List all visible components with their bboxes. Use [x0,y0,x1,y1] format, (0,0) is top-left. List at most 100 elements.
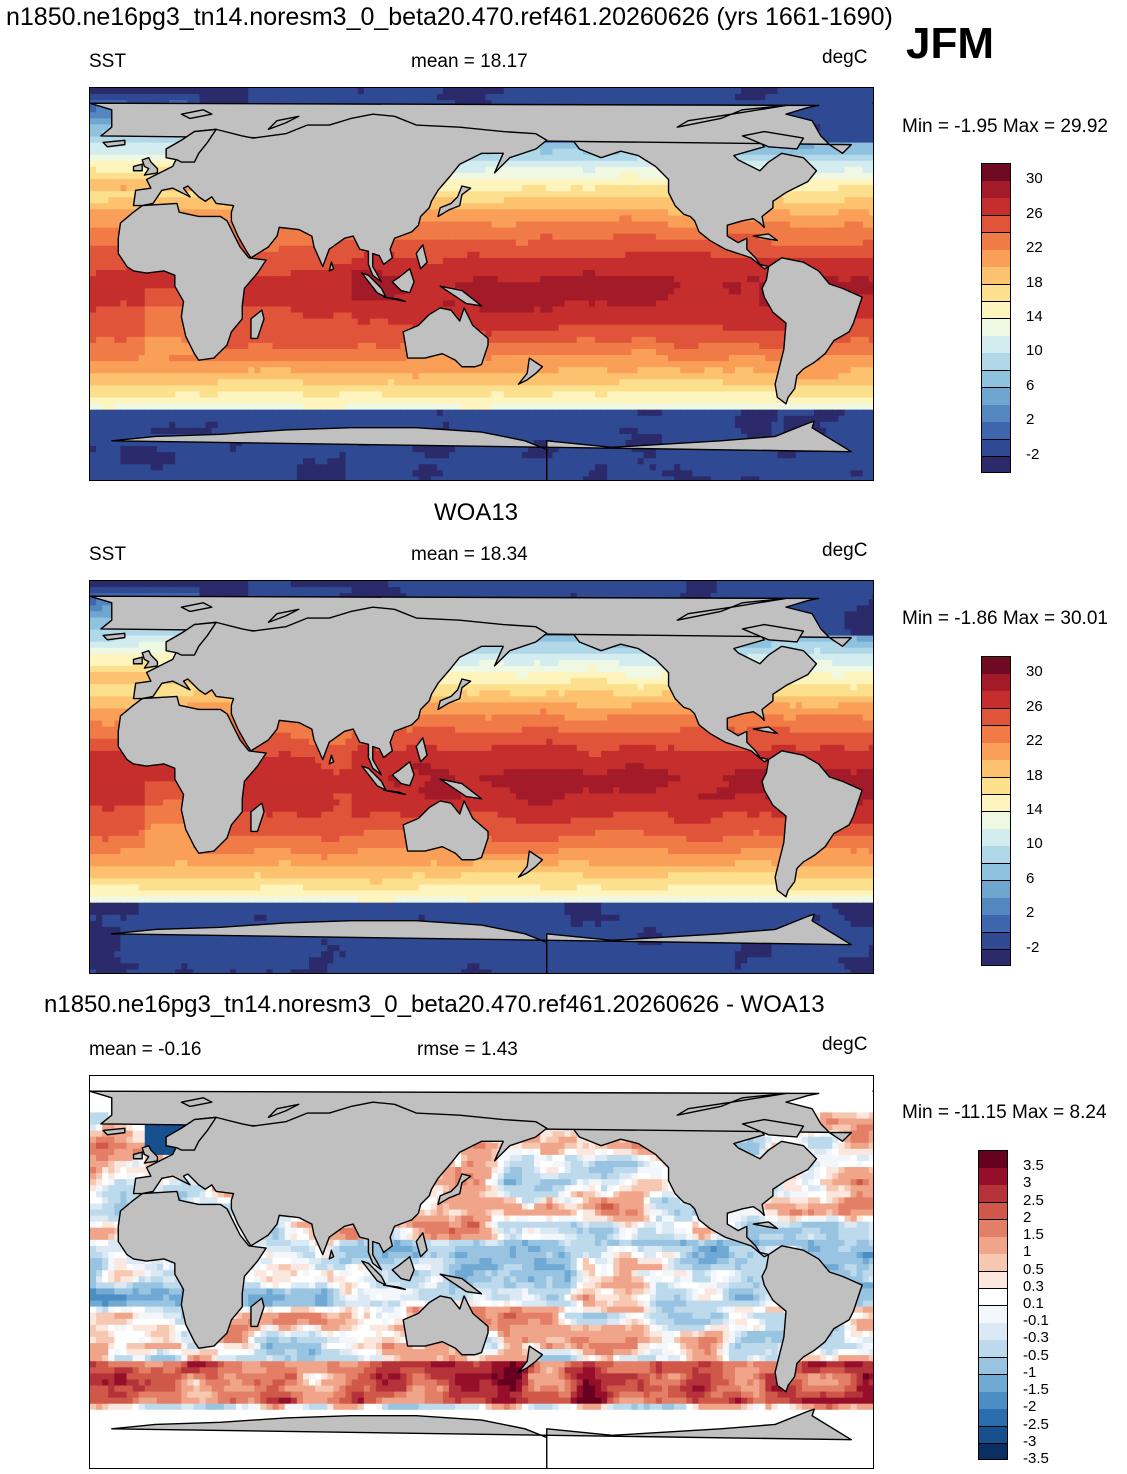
colorbar-cell [982,898,1010,916]
figure-title: n1850.ne16pg3_tn14.noresm3_0_beta20.470.… [6,5,893,30]
colorbar-tick-label: 3 [1023,1175,1031,1190]
land-mask [90,102,873,480]
colorbar-tick-label: 18 [1026,275,1043,290]
panel2-units-label: degC [822,541,867,560]
colorbar-cell [982,370,1010,389]
colorbar-tick-label: -1.5 [1023,1382,1049,1397]
colorbar-tick-label: 1 [1023,1244,1031,1259]
colorbar-tick-label: 30 [1026,171,1043,186]
colorbar-tick-label: -1 [1023,1365,1036,1380]
colorbar-cell [982,777,1010,796]
panel1-units-label: degC [822,48,867,67]
colorbar-cell [982,932,1010,951]
colorbar-cell [979,1392,1007,1410]
panel2-variable-label: SST [89,545,126,564]
colorbar-tick-label: -3 [1023,1434,1036,1449]
colorbar-cell [982,456,1010,472]
colorbar-tick-label: 2 [1023,1210,1031,1225]
panel1-map-svg [90,88,873,480]
colorbar-cell [979,1288,1007,1307]
colorbar-cell [982,336,1010,354]
colorbar-tick-label: 3.5 [1023,1158,1044,1173]
colorbar-cell [982,284,1010,303]
colorbar-tick-label: 0.1 [1023,1296,1044,1311]
colorbar-cell [979,1374,1007,1393]
panel2-map-svg [90,581,873,973]
colorbar-cell [982,215,1010,234]
colorbar-cell [982,725,1010,744]
panel3-map-svg [90,1076,873,1468]
colorbar-cell [979,1185,1007,1204]
colorbar-tick-label: 1.5 [1023,1227,1044,1242]
panel1-map [89,87,874,481]
colorbar-cell [982,250,1010,268]
colorbar-cell [982,812,1010,830]
colorbar-cell [979,1323,1007,1341]
panel2-map [89,580,874,974]
colorbar-tick-label: -0.1 [1023,1313,1049,1328]
colorbar-tick-label: 26 [1026,699,1043,714]
colorbar-cell [982,439,1010,458]
season-label: JFM [906,22,994,66]
colorbar-cell [982,232,1010,251]
colorbar-cell [979,1151,1007,1169]
colorbar-tick-label: 10 [1026,343,1043,358]
colorbar-cell [979,1237,1007,1255]
panel2-minmax-label: Min = -1.86 Max = 30.01 [902,609,1108,628]
colorbar-tick-label: -2 [1026,940,1039,955]
colorbar-tick-label: 14 [1026,802,1043,817]
colorbar-cell [982,164,1010,182]
colorbar-tick-label: 14 [1026,309,1043,324]
panel1-mean-label: mean = 18.17 [411,52,528,71]
colorbar-cell [982,181,1010,199]
panel2-title: WOA13 [434,501,518,525]
colorbar-tick-label: -0.3 [1023,1330,1049,1345]
colorbar-cell [979,1409,1007,1428]
panel3-title: n1850.ne16pg3_tn14.noresm3_0_beta20.470.… [44,993,825,1017]
colorbar-cell [982,422,1010,441]
colorbar-tick-label: 6 [1026,871,1034,886]
colorbar-cell [982,829,1010,847]
colorbar-cell [982,708,1010,727]
colorbar-cell [979,1357,1007,1376]
colorbar-cell [979,1168,1007,1186]
colorbar-cell [982,657,1010,675]
colorbar-cell [979,1254,1007,1273]
land-mask [90,1090,873,1468]
colorbar-cell [979,1219,1007,1238]
colorbar-cell [982,880,1010,899]
colorbar-cell [979,1306,1007,1324]
colorbar-tick-label: 6 [1026,378,1034,393]
colorbar-cell [982,743,1010,761]
panel3-mean-label: mean = -0.16 [89,1040,202,1059]
panel2-mean-label: mean = 18.34 [411,545,528,564]
panel3-minmax-label: Min = -11.15 Max = 8.24 [902,1103,1107,1122]
colorbar-tick-label: 2.5 [1023,1193,1044,1208]
colorbar-tick-label: 0.5 [1023,1262,1044,1277]
colorbar-cell [982,949,1010,965]
colorbar-cell [979,1271,1007,1290]
panel1-colorbar: 30 26 22 18 14 10 6 2 -2 [981,163,1081,473]
colorbar-tick-label: -0.5 [1023,1348,1049,1363]
colorbar-cell [982,674,1010,692]
colorbar-cell [982,198,1010,217]
colorbar-cell [982,267,1010,286]
colorbar-tick-label: 22 [1026,240,1043,255]
colorbar-tick-label: -2 [1026,447,1039,462]
colorbar-tick-label: 30 [1026,664,1043,679]
land-mask [90,595,873,973]
colorbar-swatches [981,163,1011,473]
panel3-units-label: degC [822,1035,867,1054]
colorbar-cell [979,1426,1007,1445]
panel1-minmax-label: Min = -1.95 Max = 29.92 [902,117,1108,136]
colorbar-cell [979,1443,1007,1459]
colorbar-cell [982,319,1010,337]
colorbar-cell [982,301,1010,320]
colorbar-tick-label: -2.5 [1023,1417,1049,1432]
colorbar-cell [982,846,1010,865]
colorbar-cell [982,760,1010,779]
colorbar-cell [982,353,1010,372]
colorbar-tick-label: 2 [1026,905,1034,920]
colorbar-tick-label: 22 [1026,733,1043,748]
panel2-colorbar: 30 26 22 18 14 10 6 2 -2 [981,656,1081,966]
